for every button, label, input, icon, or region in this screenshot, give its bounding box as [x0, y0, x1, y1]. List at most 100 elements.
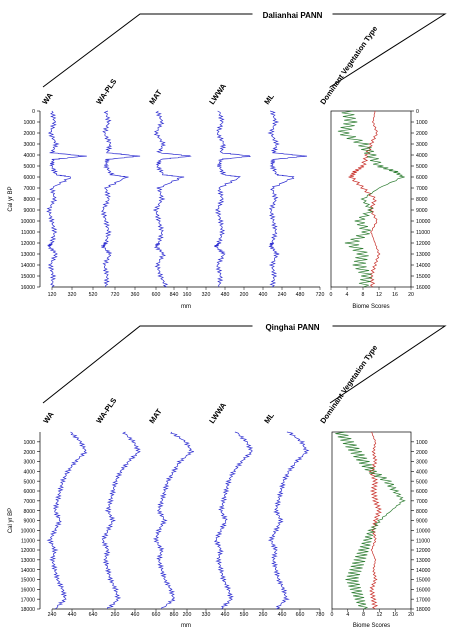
y-tick-label: 7000	[23, 499, 35, 505]
y-tick-label: 9000	[23, 519, 35, 525]
column-label: ML	[262, 92, 276, 106]
veg-x-tick-label: 0	[331, 612, 334, 618]
right-y-tick-label: 0	[416, 109, 419, 115]
x-tick-label: 720	[316, 292, 325, 298]
right-y-tick-label: 2000	[416, 450, 428, 456]
x-tick-label: 660	[152, 612, 161, 618]
veg-x-tick-label: 0	[330, 292, 333, 298]
x-tick-label: 330	[202, 612, 211, 618]
x-tick-label: 600	[152, 292, 161, 298]
right-y-tick-label: 7000	[416, 186, 428, 192]
right-y-tick-label: 10000	[416, 529, 431, 535]
right-y-tick-label: 1000	[416, 120, 428, 126]
series-line-wa	[46, 431, 88, 610]
veg-x-tick-label: 4	[346, 612, 349, 618]
x-tick-label: 200	[183, 612, 192, 618]
right-y-tick-label: 15000	[416, 274, 431, 280]
chart-dalianhai: Dalianhai PANN01000200030004000500060007…	[8, 8, 447, 310]
x-tick-label: 200	[240, 292, 249, 298]
y-tick-label: 16000	[21, 285, 36, 291]
y-tick-label: 5000	[23, 479, 35, 485]
veg-x-tick-label: 8	[362, 292, 365, 298]
y-tick-label: 8000	[23, 509, 35, 515]
veg-x-tick-label: 16	[392, 292, 398, 298]
x-tick-label: 240	[278, 292, 287, 298]
column-label: WA	[41, 410, 56, 426]
right-y-tick-label: 13000	[416, 558, 431, 564]
y-tick-label: 8000	[23, 197, 35, 203]
y-tick-label: 9000	[23, 208, 35, 214]
x-tick-label: 120	[48, 292, 57, 298]
x-axis-label: mm	[181, 304, 191, 310]
y-tick-label: 18000	[21, 607, 36, 613]
biome-score-line-green	[337, 110, 405, 288]
right-y-tick-label: 16000	[416, 588, 431, 594]
x-tick-label: 660	[296, 612, 305, 618]
biome-score-line-green	[335, 431, 406, 610]
right-y-tick-label: 11000	[416, 230, 430, 236]
right-y-tick-label: 14000	[416, 263, 431, 269]
veg-x-axis-label: Biome Scores	[352, 304, 389, 310]
y-axis-label: Cal yr BP	[8, 508, 14, 533]
column-label: ML	[262, 411, 276, 425]
right-y-tick-label: 18000	[416, 607, 431, 613]
veg-x-tick-label: 12	[377, 612, 383, 618]
right-y-tick-label: 16000	[416, 285, 431, 291]
y-tick-label: 11000	[21, 538, 35, 544]
x-tick-label: 860	[170, 612, 179, 618]
y-tick-label: 11000	[21, 230, 35, 236]
column-label: MAT	[147, 407, 164, 425]
right-y-tick-label: 11000	[416, 538, 430, 544]
title-bracket	[42, 13, 447, 88]
right-y-tick-label: 12000	[416, 548, 431, 554]
veg-x-tick-label: 8	[362, 612, 365, 618]
column-label: WA-PLS	[94, 77, 118, 106]
series-line-wa-pls	[100, 110, 141, 288]
veg-x-tick-label: 12	[376, 292, 382, 298]
y-tick-label: 14000	[21, 263, 36, 269]
x-tick-label: 780	[316, 612, 325, 618]
x-tick-label: 520	[89, 292, 98, 298]
x-tick-label: 460	[278, 612, 287, 618]
column-label: WA	[40, 91, 55, 107]
y-tick-label: 5000	[23, 164, 35, 170]
right-y-tick-label: 6000	[416, 175, 428, 181]
y-tick-label: 2000	[23, 131, 35, 137]
column-label: LWWA	[207, 400, 228, 425]
right-y-tick-label: 10000	[416, 219, 431, 225]
x-tick-label: 320	[68, 292, 77, 298]
y-tick-label: 6000	[23, 489, 35, 495]
right-y-tick-label: 5000	[416, 479, 428, 485]
y-tick-label: 17000	[21, 597, 36, 603]
right-y-tick-label: 4000	[416, 153, 428, 159]
y-tick-label: 3000	[23, 460, 35, 466]
y-tick-label: 1000	[23, 120, 35, 126]
y-tick-label: 0	[32, 109, 35, 115]
y-tick-label: 13000	[21, 252, 36, 258]
right-y-tick-label: 9000	[416, 208, 428, 214]
x-tick-label: 480	[221, 292, 230, 298]
x-tick-label: 720	[111, 292, 120, 298]
x-tick-label: 320	[202, 292, 211, 298]
y-tick-label: 7000	[23, 186, 35, 192]
x-tick-label: 360	[131, 292, 140, 298]
series-line-ml	[267, 110, 308, 288]
veg-title: Dominant Vegetation Type	[318, 343, 379, 425]
y-tick-label: 15000	[21, 578, 36, 584]
column-label: WA-PLS	[94, 396, 118, 425]
x-tick-label: 260	[111, 612, 120, 618]
y-tick-label: 12000	[21, 241, 36, 247]
x-tick-label: 240	[48, 612, 57, 618]
chart-qinghai: Qinghai PANN1000200030004000500060007000…	[8, 320, 447, 629]
y-tick-label: 3000	[23, 142, 35, 148]
x-tick-label: 440	[68, 612, 77, 618]
x-tick-label: 460	[221, 612, 230, 618]
x-tick-label: 480	[296, 292, 305, 298]
y-tick-label: 4000	[23, 470, 35, 476]
x-tick-label: 840	[170, 292, 179, 298]
veg-x-axis-label: Biome Scores	[353, 623, 390, 629]
right-y-tick-label: 12000	[416, 241, 431, 247]
right-y-tick-label: 14000	[416, 568, 431, 574]
y-tick-label: 4000	[23, 153, 35, 159]
vegetation-panel	[331, 431, 412, 610]
